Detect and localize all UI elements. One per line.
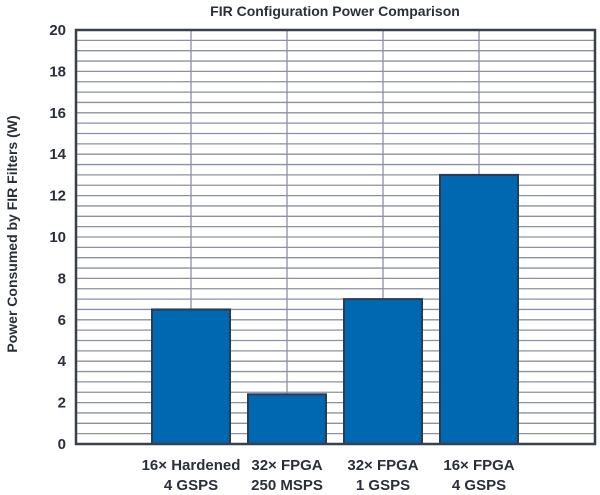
chart-title: FIR Configuration Power Comparison xyxy=(210,3,460,19)
x-category-label: 32× FPGA xyxy=(347,457,418,474)
bar-2 xyxy=(343,298,423,445)
bar-3 xyxy=(439,173,519,445)
plot-frame xyxy=(74,28,597,446)
x-category-label: 16× FPGA xyxy=(443,457,514,474)
y-tick-label: 18 xyxy=(49,63,66,80)
x-category-label: 4 GSPS xyxy=(452,477,506,494)
x-category-label: 4 GSPS xyxy=(164,477,218,494)
y-tick-label: 6 xyxy=(58,312,66,329)
bar-0 xyxy=(151,308,231,446)
y-tick-label: 0 xyxy=(58,436,66,453)
x-category-label: 16× Hardened xyxy=(142,457,241,474)
y-tick-label: 12 xyxy=(49,188,66,205)
y-tick-label: 10 xyxy=(49,229,66,246)
y-tick-label: 14 xyxy=(49,146,66,163)
y-tick-label: 4 xyxy=(58,353,67,370)
x-category-label: 1 GSPS xyxy=(356,477,410,494)
x-category-label: 250 MSPS xyxy=(251,477,323,494)
y-tick-label: 16 xyxy=(49,105,66,122)
y-tick-label: 20 xyxy=(49,22,66,39)
y-tick-label: 2 xyxy=(58,395,66,412)
x-category-label: 32× FPGA xyxy=(251,457,322,474)
bar-1 xyxy=(247,393,327,446)
y-tick-label: 8 xyxy=(58,270,66,287)
